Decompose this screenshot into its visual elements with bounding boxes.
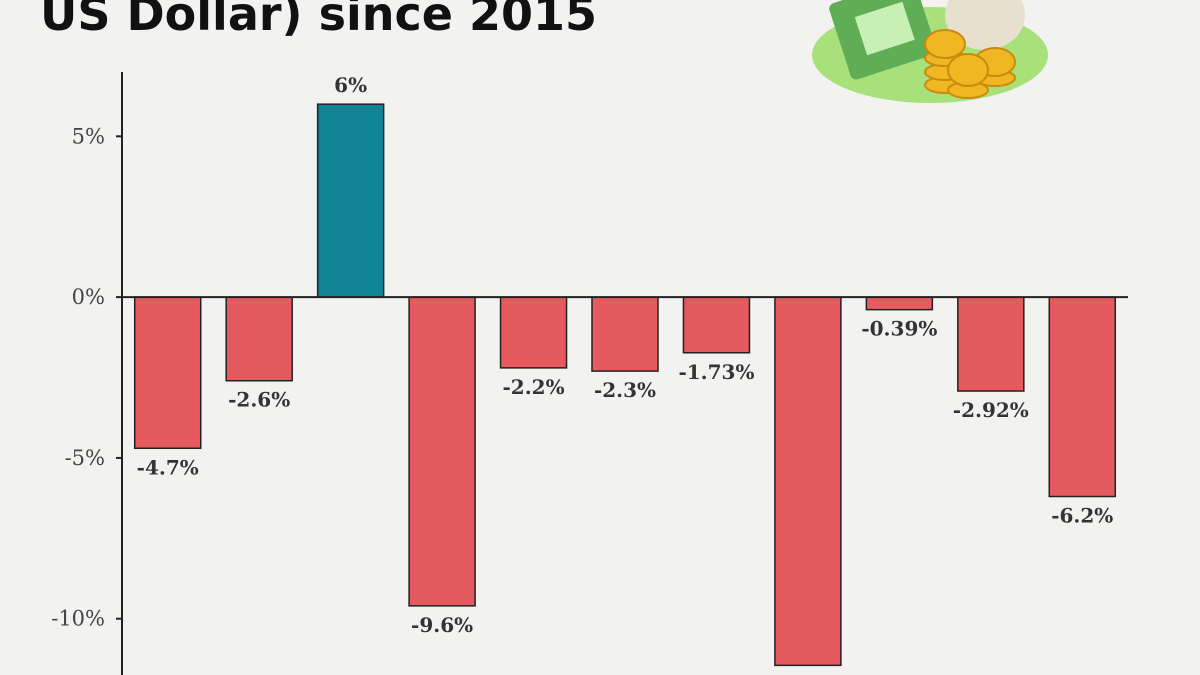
y-tick-label: 0%	[72, 285, 105, 309]
value-label: -4.7%	[137, 455, 199, 479]
value-label: -9.6%	[411, 613, 473, 637]
value-label: 6%	[334, 73, 367, 97]
y-tick-label: -10%	[51, 607, 105, 631]
bar	[225, 296, 293, 382]
money-illustration	[812, 0, 1048, 103]
value-label: -2.92%	[953, 398, 1029, 422]
chart-title: US Dollar) since 2015	[40, 0, 597, 41]
y-tick-label: 5%	[72, 124, 105, 148]
bar	[316, 103, 385, 298]
bar	[408, 296, 476, 607]
value-label: -2.2%	[502, 375, 564, 399]
bar	[1048, 296, 1117, 498]
bar	[499, 296, 568, 369]
value-label: -2.3%	[594, 378, 656, 402]
bar	[774, 296, 842, 667]
bar	[865, 296, 934, 311]
bar	[133, 296, 202, 450]
bar	[957, 296, 1025, 392]
value-label: -2.6%	[228, 388, 290, 412]
value-label: -6.2%	[1051, 504, 1113, 528]
bar	[591, 296, 659, 372]
bar	[682, 296, 751, 354]
value-label: -1.73%	[678, 360, 754, 384]
y-tick-label: -5%	[65, 446, 105, 470]
value-label: -0.39%	[861, 317, 937, 341]
